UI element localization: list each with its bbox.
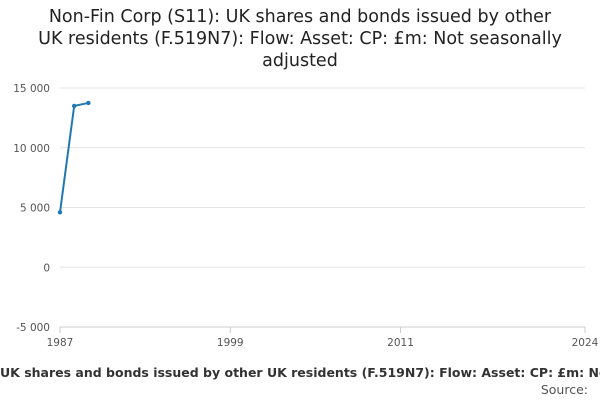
- grid: [60, 87, 585, 328]
- source-label: Source:: [540, 382, 588, 397]
- y-tick-label: 5 000: [20, 203, 50, 215]
- y-tick-label: -5 000: [16, 322, 50, 334]
- data-point[interactable]: [71, 103, 77, 109]
- y-tick-label: 10 000: [13, 143, 50, 155]
- data-point[interactable]: [86, 100, 91, 106]
- chart-title-line-2: UK residents (F.519N7): Flow: Asset: CP:…: [38, 29, 562, 49]
- chart-title: Non-Fin Corp (S11): UK shares and bonds …: [0, 6, 600, 72]
- legend: UK shares and bonds issued by other UK r…: [0, 365, 600, 380]
- data-point[interactable]: [57, 210, 63, 215]
- y-axis: 15 000 10 000 5 000 0 -5 000: [13, 83, 50, 334]
- chart-title-line-3: adjusted: [262, 51, 338, 71]
- chart-title-line-1: Non-Fin Corp (S11): UK shares and bonds …: [48, 7, 552, 27]
- y-tick-label: 0: [43, 262, 50, 274]
- y-tick-label: 15 000: [13, 83, 50, 95]
- x-axis: 1987 1999 2011 2024: [47, 326, 599, 349]
- x-tick-label: 2024: [572, 337, 599, 349]
- x-tick-label: 1999: [217, 337, 244, 349]
- x-tick-label: 2011: [387, 337, 414, 349]
- x-tick-label: 1987: [47, 337, 74, 349]
- series-line: [59, 101, 89, 213]
- series-layer: [57, 100, 91, 215]
- legend-entry: UK shares and bonds issued by other UK r…: [0, 365, 600, 380]
